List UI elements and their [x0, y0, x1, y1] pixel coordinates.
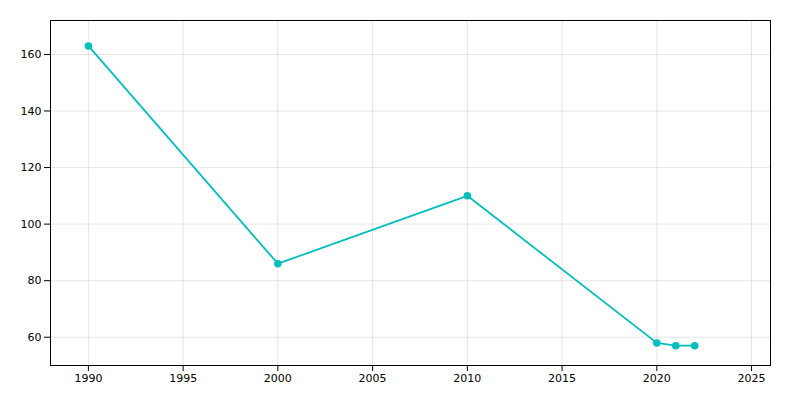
svg-text:80: 80	[28, 274, 42, 287]
svg-text:2010: 2010	[453, 372, 481, 385]
svg-text:2025: 2025	[738, 372, 766, 385]
svg-text:100: 100	[21, 218, 42, 231]
svg-text:2000: 2000	[264, 372, 292, 385]
svg-text:1990: 1990	[74, 372, 102, 385]
svg-text:60: 60	[28, 331, 42, 344]
svg-text:1995: 1995	[169, 372, 197, 385]
svg-text:2005: 2005	[359, 372, 387, 385]
svg-text:140: 140	[21, 105, 42, 118]
svg-text:2020: 2020	[643, 372, 671, 385]
svg-text:2015: 2015	[548, 372, 576, 385]
svg-text:120: 120	[21, 161, 42, 174]
svg-text:160: 160	[21, 48, 42, 61]
